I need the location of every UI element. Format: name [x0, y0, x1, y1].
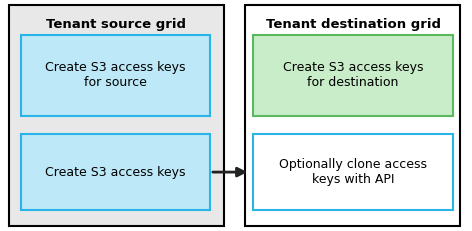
Bar	[245, 5, 460, 226]
Text: Tenant destination grid: Tenant destination grid	[266, 18, 440, 31]
Text: Optionally clone access
keys with API: Optionally clone access keys with API	[279, 158, 427, 186]
Bar	[21, 35, 210, 116]
Text: Create S3 access keys
for source: Create S3 access keys for source	[45, 61, 186, 89]
Text: Create S3 access keys
for destination: Create S3 access keys for destination	[283, 61, 423, 89]
Bar	[9, 5, 224, 226]
Bar	[253, 35, 453, 116]
Text: Create S3 access keys: Create S3 access keys	[45, 166, 186, 179]
Bar	[253, 134, 453, 210]
Text: Tenant source grid: Tenant source grid	[46, 18, 185, 31]
Bar	[21, 134, 210, 210]
